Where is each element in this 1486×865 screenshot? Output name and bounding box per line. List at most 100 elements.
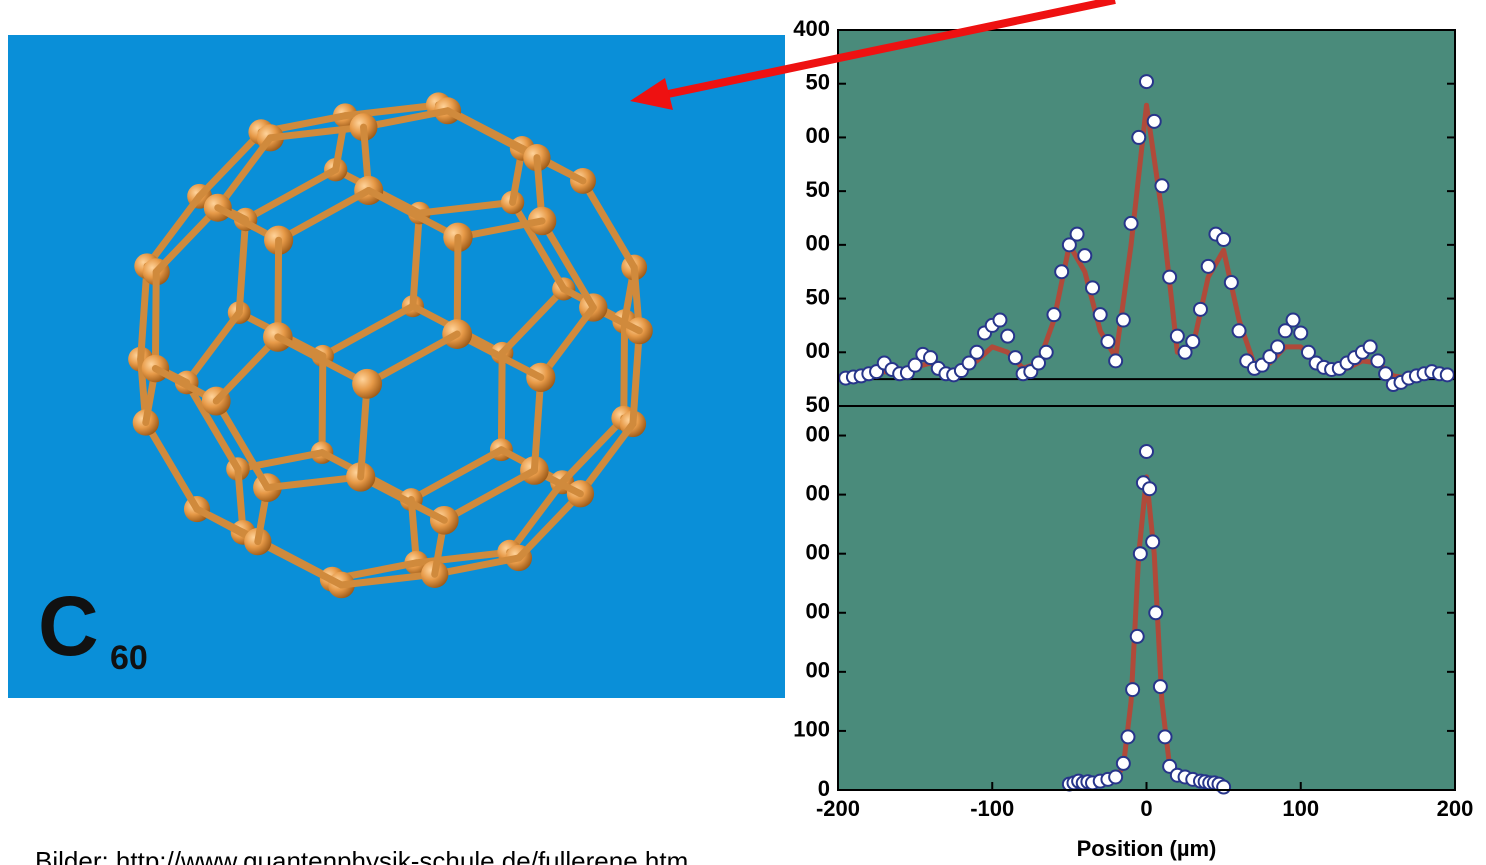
data-point (1177, 344, 1193, 360)
data-point (1157, 729, 1173, 745)
plot-area (838, 406, 1455, 790)
y-tick-label: 400 (793, 16, 830, 41)
fullerene-model (128, 92, 653, 599)
bond (151, 268, 160, 373)
data-point (1069, 226, 1085, 242)
data-point (1108, 353, 1124, 369)
data-point (1262, 349, 1278, 365)
bond (266, 123, 368, 142)
data-point (1152, 679, 1168, 695)
bond (515, 490, 584, 562)
data-point (1439, 367, 1455, 383)
y-tick-label: 50 (806, 177, 830, 202)
bond (498, 285, 568, 357)
bond (576, 420, 637, 498)
bond (363, 330, 461, 388)
y-tick-label: 100 (793, 717, 830, 742)
bond (212, 333, 282, 405)
data-point (923, 350, 939, 366)
data-point (1115, 755, 1131, 771)
data-point (1362, 339, 1378, 355)
bond (558, 414, 628, 486)
data-point (1185, 334, 1201, 350)
data-point (1046, 307, 1062, 323)
bond (415, 198, 517, 217)
data-point (1120, 729, 1136, 745)
molecule-subscript: 60 (110, 639, 148, 677)
data-point (1061, 237, 1077, 253)
arrow-head (630, 78, 673, 110)
data-point (1145, 534, 1161, 550)
molecule-symbol: C (38, 579, 99, 673)
footer: Bilder: http://www.quantenphysik-schule.… (35, 846, 688, 865)
bond (183, 378, 242, 473)
bond (497, 349, 506, 454)
data-point (1125, 682, 1141, 698)
y-tick-label: 50 (806, 284, 830, 309)
data-point (1277, 323, 1293, 339)
data-point (1370, 353, 1386, 369)
data-point (1216, 779, 1232, 795)
data-point (1231, 323, 1247, 339)
data-point (1216, 231, 1232, 247)
bond (440, 467, 538, 524)
bond (196, 128, 265, 200)
data-point (1139, 443, 1154, 459)
data-point (1054, 264, 1070, 280)
y-tick-label: 50 (806, 70, 830, 95)
bond (357, 380, 371, 481)
y-tick-label: 00 (806, 338, 830, 363)
bond (318, 352, 327, 457)
bond (142, 419, 201, 513)
bond (143, 192, 204, 270)
bond (242, 166, 340, 223)
data-point (1223, 274, 1239, 290)
bond (235, 215, 250, 317)
data-point (1148, 605, 1164, 621)
bond (137, 262, 151, 363)
bond (407, 446, 505, 504)
bond (453, 233, 462, 338)
bond (275, 186, 373, 244)
bond (506, 478, 566, 556)
bond (453, 330, 545, 381)
x-tick-label: 200 (1437, 796, 1474, 821)
data-point (992, 312, 1008, 328)
data-point (1038, 344, 1054, 360)
data-point (1162, 269, 1178, 285)
data-point (1300, 344, 1316, 360)
y-tick-label: 00 (806, 421, 830, 446)
bond (337, 570, 439, 589)
data-point (1142, 481, 1158, 497)
data-point (1077, 248, 1093, 264)
bond (274, 333, 371, 388)
bond (431, 554, 523, 578)
data-point (1085, 280, 1101, 296)
data-point (1092, 307, 1108, 323)
data-point (1108, 769, 1124, 785)
bond (357, 473, 448, 524)
data-point (1285, 312, 1301, 328)
y-tick-label: 00 (806, 540, 830, 565)
arrow-shaft (667, 0, 1116, 98)
data-point (1129, 628, 1145, 644)
bond (183, 309, 243, 386)
data-point (1132, 546, 1148, 562)
data-point (1123, 215, 1139, 231)
data-point (1169, 328, 1185, 344)
plot-area (838, 30, 1455, 406)
data-point (1000, 328, 1016, 344)
y-tick-label: 00 (806, 123, 830, 148)
data-point (1378, 366, 1394, 382)
bond (530, 373, 545, 475)
bond (214, 134, 274, 212)
data-point (1270, 339, 1286, 355)
y-tick-label: 00 (806, 658, 830, 683)
data-point (1293, 325, 1309, 341)
y-tick-label: 0 (818, 776, 830, 801)
bond (212, 397, 271, 492)
x-tick-label: 0 (1140, 796, 1152, 821)
y-tick-label: 00 (806, 231, 830, 256)
